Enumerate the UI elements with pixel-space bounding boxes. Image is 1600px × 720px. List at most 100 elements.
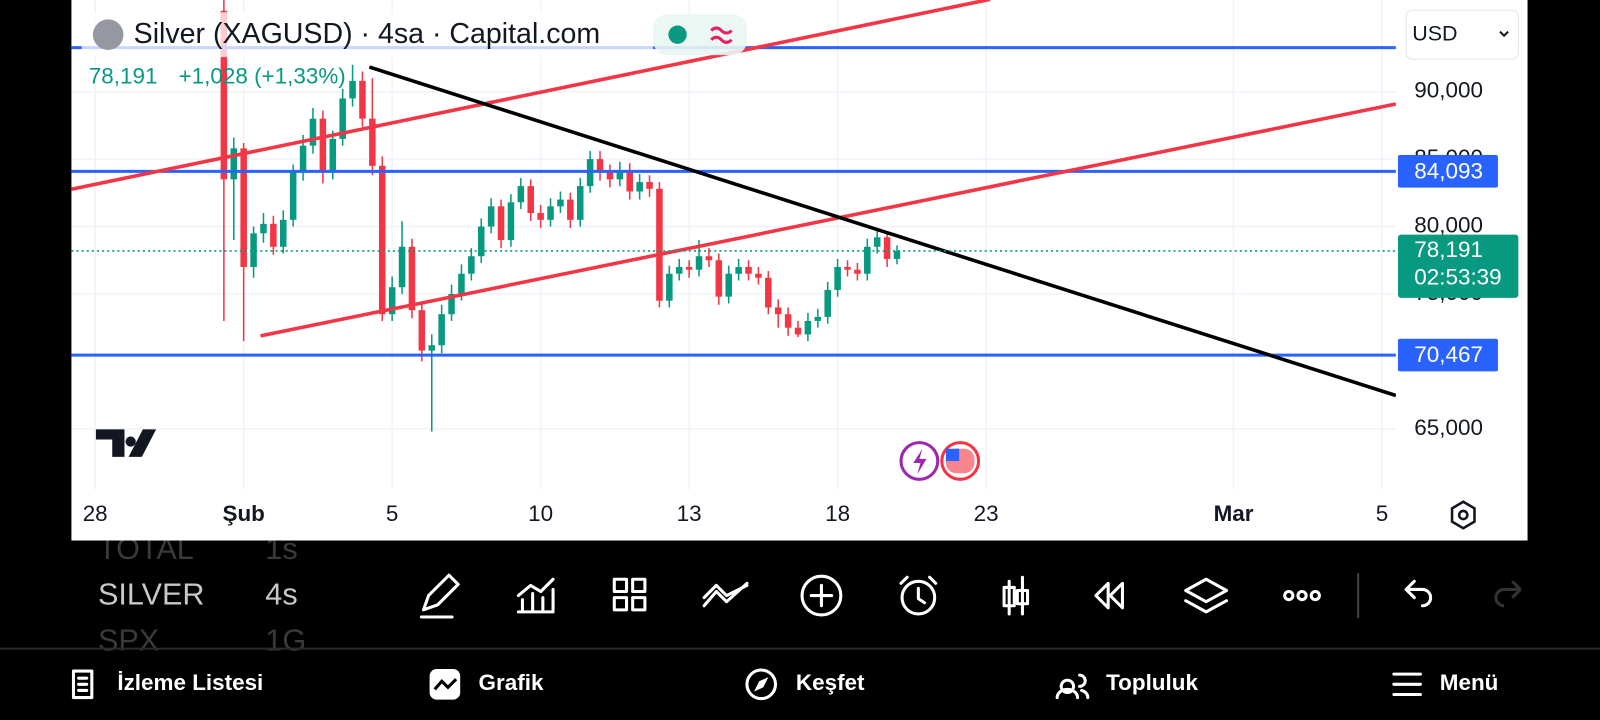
- flag-canton: [945, 448, 960, 461]
- symbol-logo: [92, 19, 124, 50]
- candle-body: [240, 148, 247, 268]
- candle-body: [309, 118, 317, 146]
- indicators-tool[interactable]: [516, 577, 555, 614]
- nav-item[interactable]: İzleme Listesi: [117, 670, 263, 695]
- candle-body: [388, 287, 396, 315]
- replay-tool[interactable]: [1094, 581, 1124, 610]
- watch-interval[interactable]: 4s: [265, 578, 297, 612]
- community-icon[interactable]: [1055, 673, 1090, 700]
- price-line-tag: [1397, 338, 1498, 372]
- x-tick-label: 28: [83, 501, 108, 526]
- candle-body: [369, 118, 376, 166]
- status-badge[interactable]: [653, 14, 747, 56]
- alert-tool[interactable]: [900, 579, 937, 616]
- chart-icon-line: [433, 678, 458, 691]
- nav-item[interactable]: Topluluk: [1106, 670, 1198, 695]
- symbol-title[interactable]: Silver (XAGUSD) · 4sa · Capital.com: [134, 18, 601, 50]
- y-tick-label: 65,000: [1414, 415, 1483, 440]
- patterns-tool[interactable]: [702, 581, 749, 608]
- nav-item[interactable]: Keşfet: [796, 670, 865, 695]
- y-tick-label: 90,000: [1414, 78, 1483, 103]
- chart: 65,00075,00080,00085,00090,00028Şub51013…: [83, 78, 1483, 526]
- candle-body: [438, 314, 445, 346]
- y-tick-label: 80,000: [1414, 212, 1483, 237]
- candle-body: [606, 172, 614, 180]
- watch-interval[interactable]: 1G: [265, 624, 306, 658]
- candle-body: [804, 320, 812, 335]
- candle-body: [398, 246, 406, 288]
- layers-tool[interactable]: [1184, 577, 1229, 614]
- candle-body: [289, 172, 297, 220]
- event-bolt: [913, 448, 927, 475]
- candle-body: [487, 206, 495, 227]
- candle-body: [477, 226, 485, 257]
- trend-line: [71, 0, 991, 191]
- more-dot[interactable]: [1296, 589, 1308, 602]
- add-tool[interactable]: [800, 574, 843, 617]
- alert-hands: [899, 575, 938, 605]
- candle-body: [280, 219, 287, 247]
- nav-item[interactable]: Grafik: [479, 670, 544, 695]
- nav-item[interactable]: Menü: [1440, 670, 1499, 695]
- watch-symbol[interactable]: SPX: [98, 624, 159, 658]
- redo-tool[interactable]: [1494, 580, 1522, 608]
- currency-label[interactable]: USD: [1412, 21, 1457, 45]
- candle-body: [378, 165, 386, 315]
- menu-icon[interactable]: [1392, 672, 1422, 697]
- candle-body: [695, 256, 703, 270]
- candle-body: [270, 223, 277, 247]
- candle-body: [745, 267, 752, 274]
- candle-body: [814, 316, 822, 321]
- candle-body: [685, 267, 693, 270]
- explore-icon[interactable]: [745, 668, 778, 701]
- settings-icon[interactable]: [1450, 500, 1476, 530]
- candle-body: [675, 267, 683, 274]
- candle-body: [537, 213, 544, 220]
- candle-body: [319, 118, 327, 173]
- more-dot[interactable]: [1283, 589, 1295, 602]
- legend-backdrop: [81, 12, 654, 58]
- settings-dot: [1457, 509, 1469, 521]
- x-tick-label: 10: [528, 501, 553, 526]
- last-price-label: 78,191: [1414, 237, 1483, 262]
- last-price: 78,191: [89, 63, 158, 88]
- candle-body: [735, 267, 742, 274]
- x-tick-label: 5: [1376, 501, 1388, 526]
- price-line-tag: [1397, 155, 1498, 188]
- x-tick-label: Şub: [222, 501, 264, 526]
- candle-body: [854, 269, 861, 274]
- currency-select[interactable]: [1405, 9, 1519, 60]
- candle-body: [349, 80, 356, 99]
- price-line-label: 84,093: [1414, 158, 1483, 183]
- candle-body: [418, 310, 426, 351]
- candle-body: [458, 273, 465, 294]
- candle-body: [794, 327, 802, 335]
- candle-body: [408, 246, 416, 311]
- toolbar: [419, 573, 1522, 619]
- candle-body: [527, 186, 535, 214]
- layout-tool[interactable]: [612, 577, 647, 612]
- watch-symbol[interactable]: SILVER: [98, 578, 205, 612]
- candle-body: [636, 182, 643, 192]
- watchlist-icon[interactable]: [71, 669, 94, 700]
- candle-body: [755, 273, 762, 278]
- candle-body: [557, 199, 564, 207]
- chart-panel: [71, 0, 1528, 541]
- add-plus: [809, 583, 834, 608]
- undo-tool[interactable]: [1404, 579, 1433, 608]
- candle-body: [567, 199, 574, 220]
- more-dot[interactable]: [1309, 589, 1321, 602]
- candle-body: [844, 267, 851, 270]
- candle-body: [725, 273, 732, 297]
- candle-body: [774, 307, 782, 315]
- candle-body: [428, 345, 436, 351]
- candle-body: [547, 206, 554, 220]
- draw-tool[interactable]: [419, 573, 460, 619]
- candle-body: [329, 138, 337, 173]
- trend-line: [260, 102, 1396, 338]
- candle-body: [448, 293, 455, 315]
- candle-body: [893, 250, 901, 259]
- candles-tool[interactable]: [1002, 575, 1030, 616]
